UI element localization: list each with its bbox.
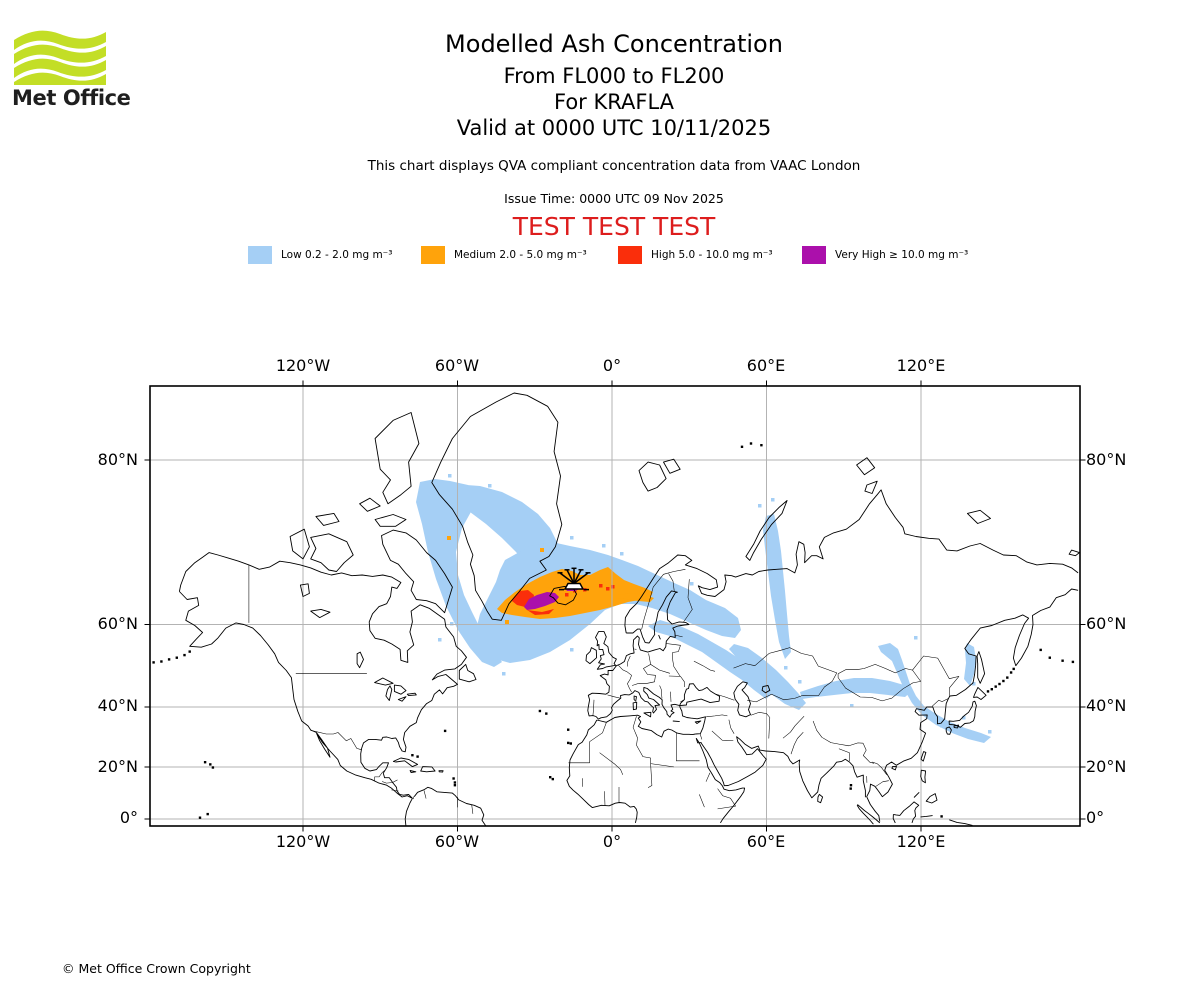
logo-waves bbox=[14, 30, 106, 85]
legend-item-medium: Medium 2.0 - 5.0 mg m⁻³ bbox=[421, 244, 587, 264]
subtitle-flight-levels: From FL000 to FL200 bbox=[503, 64, 725, 88]
low-swatch bbox=[248, 245, 272, 264]
high-swatch bbox=[618, 245, 642, 264]
subtitle-volcano: For KRAFLA bbox=[554, 90, 674, 114]
legend-item-low: Low 0.2 - 2.0 mg m⁻³ bbox=[248, 244, 393, 264]
x-tick-bottom-120e: 120°E bbox=[896, 832, 946, 851]
y-tick-left-0: 0° bbox=[119, 808, 138, 827]
y-tick-left-60n: 60°N bbox=[97, 614, 138, 633]
x-tick-top-120w: 120°W bbox=[275, 356, 331, 375]
medium-swatch bbox=[421, 245, 445, 264]
coastlines bbox=[178, 392, 1080, 826]
very-high-swatch bbox=[802, 245, 826, 264]
x-tick-top-120e: 120°E bbox=[896, 356, 946, 375]
y-tick-left-80n: 80°N bbox=[97, 450, 138, 469]
x-tick-top-0: 0° bbox=[602, 356, 622, 375]
y-tick-right-20n: 20°N bbox=[1086, 757, 1127, 776]
y-tick-left-20n: 20°N bbox=[97, 757, 138, 776]
legend-item-label: Very High ≥ 10.0 mg m⁻³ bbox=[835, 248, 969, 261]
world-map bbox=[144, 380, 1086, 832]
qva-note: This chart displays QVA compliant concen… bbox=[367, 158, 861, 174]
map-frame bbox=[149, 385, 1081, 827]
copyright-notice: © Met Office Crown Copyright bbox=[62, 961, 251, 976]
country-borders bbox=[248, 564, 960, 814]
legend-item-label: Low 0.2 - 2.0 mg m⁻³ bbox=[281, 248, 393, 261]
y-tick-left-40n: 40°N bbox=[97, 696, 138, 715]
y-tick-right-40n: 40°N bbox=[1086, 696, 1127, 715]
graticule bbox=[150, 386, 1080, 826]
legend-item-very-high: Very High ≥ 10.0 mg m⁻³ bbox=[802, 244, 969, 264]
x-tick-bottom-0: 0° bbox=[602, 832, 622, 851]
x-tick-bottom-60e: 60°E bbox=[746, 832, 786, 851]
brand-wordmark: Met Office bbox=[12, 86, 131, 110]
axis-ticks bbox=[144, 380, 1086, 832]
met-office-logo bbox=[14, 30, 106, 85]
y-tick-right-80n: 80°N bbox=[1086, 450, 1127, 469]
page-title: Modelled Ash Concentration bbox=[445, 30, 783, 58]
y-tick-right-60n: 60°N bbox=[1086, 614, 1127, 633]
y-tick-right-0: 0° bbox=[1086, 808, 1105, 827]
subtitle-valid-time: Valid at 0000 UTC 10/11/2025 bbox=[456, 116, 772, 140]
volcano-marker bbox=[557, 567, 591, 591]
x-tick-bottom-120w: 120°W bbox=[275, 832, 331, 851]
x-tick-top-60w: 60°W bbox=[434, 356, 480, 375]
legend-item-label: High 5.0 - 10.0 mg m⁻³ bbox=[651, 248, 773, 261]
test-banner: TEST TEST TEST bbox=[512, 212, 716, 241]
x-tick-top-60e: 60°E bbox=[746, 356, 786, 375]
legend-item-high: High 5.0 - 10.0 mg m⁻³ bbox=[618, 244, 773, 264]
issue-time: Issue Time: 0000 UTC 09 Nov 2025 bbox=[504, 191, 724, 206]
x-tick-bottom-60w: 60°W bbox=[434, 832, 480, 851]
legend-item-label: Medium 2.0 - 5.0 mg m⁻³ bbox=[454, 248, 587, 261]
island-dots bbox=[152, 442, 1075, 819]
